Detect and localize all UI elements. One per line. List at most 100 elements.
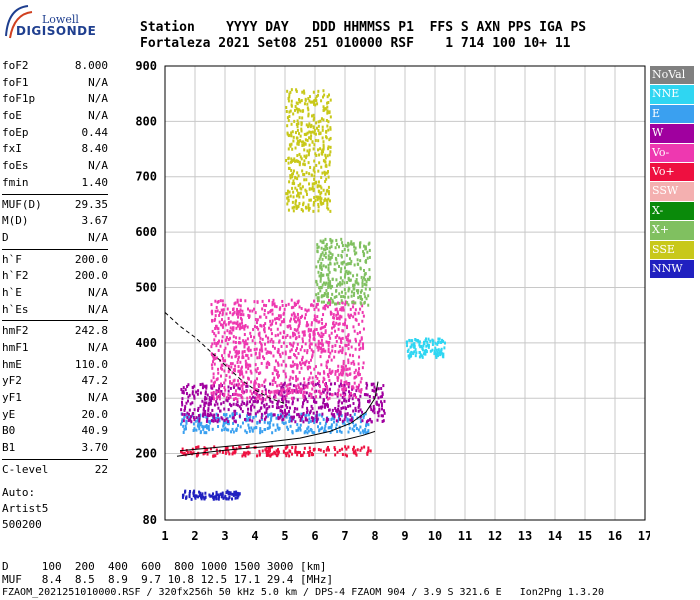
echo-pixel <box>234 350 237 354</box>
echo-pixel <box>213 495 216 499</box>
echo-pixel <box>344 387 347 391</box>
param-row: yF1 N/A <box>2 390 108 407</box>
echo-pixel <box>210 363 213 367</box>
echo-pixel <box>217 493 220 497</box>
echo-pixel <box>325 364 328 368</box>
echo-pixel <box>215 305 218 309</box>
echo-pixel <box>253 325 256 329</box>
echo-pixel <box>237 315 240 319</box>
echo-pixel <box>439 340 442 344</box>
echo-pixel <box>436 342 439 346</box>
echo-pixel <box>435 352 438 356</box>
echo-pixel <box>245 403 248 407</box>
param-row: hmF2 242.8 <box>2 323 108 340</box>
echo-pixel <box>207 408 210 412</box>
echo-pixel <box>328 368 331 372</box>
echo-pixel <box>321 171 324 175</box>
echo-pixel <box>265 410 268 414</box>
param-value: N/A <box>88 391 108 405</box>
echo-pixel <box>302 393 305 397</box>
echo-pixel <box>294 337 297 341</box>
echo-pixel <box>322 145 325 149</box>
echo-pixel <box>287 383 290 387</box>
echo-pixel <box>354 368 357 372</box>
echo-pixel <box>276 327 279 331</box>
echo-pixel <box>188 393 191 397</box>
echo-pixel <box>315 153 318 157</box>
echo-pixel <box>325 273 328 277</box>
echo-pixel <box>306 321 309 325</box>
echo-pixel <box>308 365 311 369</box>
echo-pixel <box>197 389 200 393</box>
echo-pixel <box>329 351 332 355</box>
echo-pixel <box>435 355 438 359</box>
echo-pixel <box>271 312 274 316</box>
echo-pixel <box>335 258 338 262</box>
echo-pixel <box>310 429 313 433</box>
echo-pixel <box>290 134 293 138</box>
echo-pixel <box>274 317 277 321</box>
echo-pixel <box>296 125 299 129</box>
echo-pixel <box>317 184 320 188</box>
echo-pixel <box>299 363 302 367</box>
echo-pixel <box>351 242 354 246</box>
echo-pixel <box>207 407 210 411</box>
echo-pixel <box>219 391 222 395</box>
echo-pixel <box>307 112 310 116</box>
echo-pixel <box>219 384 222 388</box>
echo-pixel <box>227 370 230 374</box>
echo-pixel <box>361 304 364 308</box>
echo-pixel <box>197 495 200 499</box>
echo-pixel <box>205 401 208 405</box>
echo-pixel <box>352 386 355 390</box>
echo-pixel <box>197 406 200 410</box>
echo-pixel <box>225 497 228 501</box>
echo-pixel <box>347 270 350 274</box>
echo-pixel <box>323 382 326 386</box>
echo-pixel <box>217 371 220 375</box>
echo-pixel <box>328 371 331 375</box>
echo-pixel <box>363 301 366 305</box>
echo-pixel <box>289 90 292 94</box>
echo-pixel <box>349 262 352 266</box>
echo-pixel <box>289 319 292 323</box>
echo-pixel <box>329 282 332 286</box>
echo-pixel <box>204 425 207 429</box>
echo-pixel <box>296 366 299 370</box>
echo-pixel <box>327 347 330 351</box>
echo-pixel <box>258 396 261 400</box>
footer-file-info: FZAOM_2021251010000.RSF / 320fx256h 50 k… <box>2 587 605 598</box>
echo-pixel <box>347 347 350 351</box>
param-name: M(D) <box>2 214 29 228</box>
echo-pixel <box>250 380 253 384</box>
echo-pixel <box>286 196 289 200</box>
echo-pixel <box>336 412 339 416</box>
echo-pixel <box>320 317 323 321</box>
echo-pixel <box>341 282 344 286</box>
echo-pixel <box>420 344 423 348</box>
echo-pixel <box>292 415 295 419</box>
echo-pixel <box>277 390 280 394</box>
echo-pixel <box>437 348 440 352</box>
echo-pixel <box>184 424 187 428</box>
echo-pixel <box>239 341 242 345</box>
echo-pixel <box>355 280 358 284</box>
echo-pixel <box>243 327 246 331</box>
echo-pixel <box>186 451 189 455</box>
echo-pixel <box>329 115 332 119</box>
echo-pixel <box>356 258 359 262</box>
echo-pixel <box>334 350 337 354</box>
echo-pixel <box>271 322 274 326</box>
echo-pixel <box>324 251 327 255</box>
echo-pixel <box>206 393 209 397</box>
echo-pixel <box>331 300 334 304</box>
echo-pixel <box>281 299 284 303</box>
echo-pixel <box>322 188 325 192</box>
echo-pixel <box>343 380 346 384</box>
echo-pixel <box>350 418 353 422</box>
echo-pixel <box>322 390 325 394</box>
echo-pixel <box>249 395 252 399</box>
echo-pixel <box>203 431 206 435</box>
echo-pixel <box>237 323 240 327</box>
echo-pixel <box>346 337 349 341</box>
